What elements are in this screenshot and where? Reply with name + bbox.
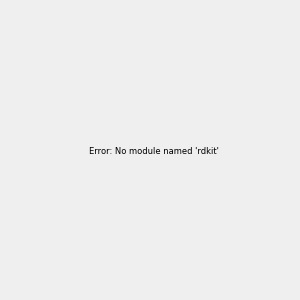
Text: Error: No module named 'rdkit': Error: No module named 'rdkit' [89, 147, 219, 156]
